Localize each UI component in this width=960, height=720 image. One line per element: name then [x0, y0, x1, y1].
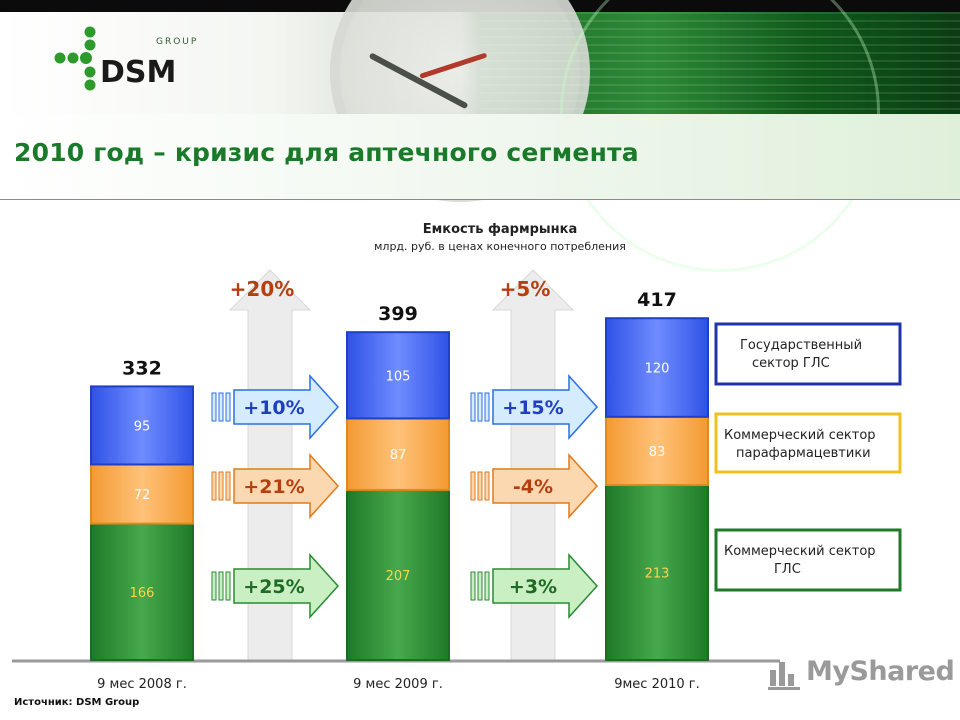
series-growth-arrow — [233, 453, 340, 519]
legend-label-line2: парафармацевтики — [736, 446, 871, 461]
arrow-tail-bar — [225, 571, 231, 601]
legend-label-line1: Коммерческий сектор — [724, 428, 876, 443]
legend-label-line2: сектор ГЛС — [752, 356, 830, 371]
title-band — [0, 114, 960, 200]
chart-subtitle: млрд. руб. в ценах конечного потребления — [374, 240, 626, 253]
watermark-text: MyShared — [806, 656, 955, 687]
bar-total-label: 332 — [122, 357, 162, 379]
arrow-tail-bar — [484, 392, 490, 422]
series-growth-arrow — [492, 374, 599, 440]
arrow-tail-bar — [477, 471, 483, 501]
bar-value-label: 87 — [390, 448, 407, 463]
arrow-tail-bar — [470, 471, 476, 501]
legend-label-line1: Коммерческий сектор — [724, 544, 876, 559]
series-growth-label: -4% — [513, 476, 553, 498]
bar-segment — [90, 522, 194, 662]
series-growth-arrow — [233, 374, 340, 440]
bar-value-label: 207 — [386, 569, 411, 584]
arrow-tail-bar — [225, 392, 231, 422]
myshared-logo — [768, 662, 800, 690]
legend-box — [714, 412, 902, 474]
bar-value-label: 120 — [645, 362, 670, 377]
arrow-tail-bar — [484, 471, 490, 501]
total-growth-label: +20% — [230, 277, 295, 301]
bar-value-label: 213 — [645, 567, 670, 582]
arrow-tail-bar — [218, 471, 224, 501]
chart-title: Емкость фармрынка — [422, 222, 578, 237]
legend-box — [714, 322, 902, 386]
bar-segment — [605, 484, 709, 661]
arrow-tail-bar — [477, 571, 483, 601]
arrow-tail-bar — [477, 392, 483, 422]
bar-value-label: 95 — [134, 419, 151, 434]
series-growth-arrow — [492, 453, 599, 519]
bar-segment — [90, 385, 194, 466]
x-tick-label: 9мес 2010 г. — [614, 677, 700, 692]
series-growth-label: +10% — [243, 397, 304, 419]
legend-label-line2: ГЛС — [774, 562, 801, 577]
arrow-tail-bar — [211, 392, 217, 422]
dsm-group-logo: GROUP DSM — [54, 26, 198, 91]
bar-segment — [605, 415, 709, 487]
legend-label-line1: Государственный — [740, 338, 862, 353]
series-growth-arrow — [492, 553, 599, 619]
bar-value-label: 166 — [130, 586, 155, 601]
series-growth-label: +21% — [243, 476, 304, 498]
arrow-tail-bar — [218, 571, 224, 601]
bar-segment — [346, 331, 450, 420]
page-title: 2010 год – кризис для аптечного сегмента — [14, 138, 639, 167]
series-growth-label: +25% — [243, 576, 304, 598]
arrow-tail-bar — [470, 571, 476, 601]
series-growth-label: +15% — [502, 397, 563, 419]
bar-value-label: 72 — [134, 488, 151, 503]
arrow-tail-bar — [225, 471, 231, 501]
arrow-tail-bar — [484, 571, 490, 601]
x-tick-label: 9 мес 2009 г. — [353, 677, 443, 692]
bar-total-label: 399 — [378, 303, 418, 325]
total-growth-label: +5% — [500, 277, 551, 301]
x-tick-label: 9 мес 2008 г. — [97, 677, 187, 692]
logo-group-text: GROUP — [156, 37, 198, 47]
bar-segment — [346, 488, 450, 661]
logo-dsm-text: DSM — [100, 55, 176, 90]
series-growth-label: +3% — [509, 576, 557, 598]
bar-segment — [90, 463, 194, 525]
bar-value-label: 83 — [649, 445, 666, 460]
bar-total-label: 417 — [637, 289, 677, 311]
arrow-tail-bar — [211, 571, 217, 601]
arrow-tail-bar — [470, 392, 476, 422]
bar-value-label: 105 — [386, 369, 411, 384]
series-growth-arrow — [233, 553, 340, 619]
arrow-tail-bar — [218, 392, 224, 422]
source-note: Источник: DSM Group — [14, 697, 140, 708]
bar-segment — [605, 317, 709, 418]
legend-box — [714, 528, 902, 592]
arrow-tail-bar — [211, 471, 217, 501]
